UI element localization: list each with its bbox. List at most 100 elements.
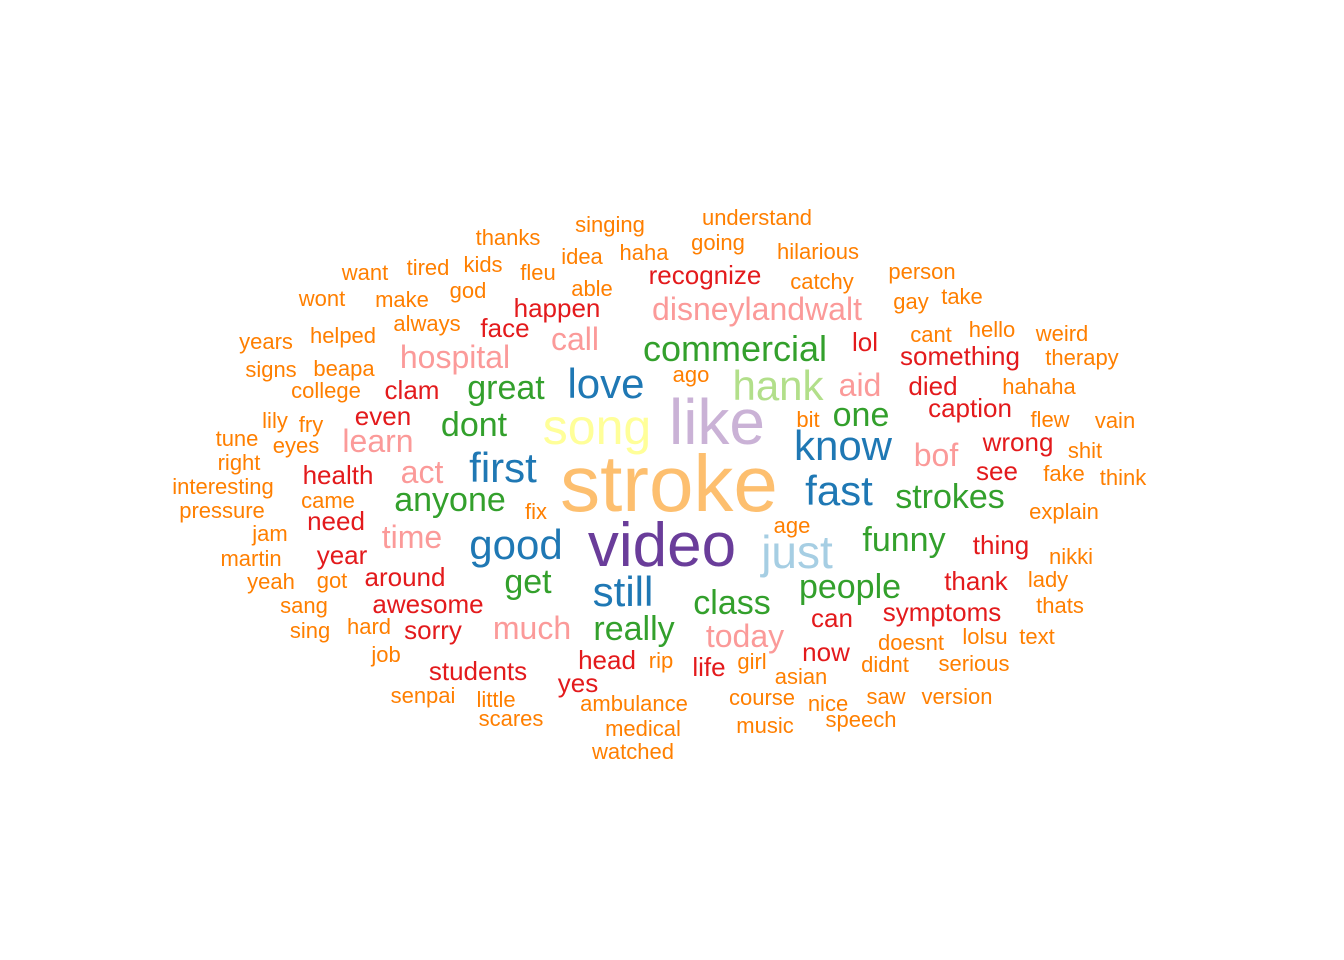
word-flew: flew: [1030, 407, 1070, 432]
word-hank: hank: [732, 362, 824, 409]
word-therapy: therapy: [1045, 345, 1119, 370]
word-video: video: [587, 511, 737, 580]
word-ago: ago: [672, 362, 710, 387]
word-anyone: anyone: [394, 481, 506, 519]
word-thats: thats: [1036, 593, 1084, 618]
word-person: person: [888, 259, 956, 284]
word-doesnt: doesnt: [877, 630, 945, 655]
word-hospital: hospital: [399, 339, 511, 375]
word-clam: clam: [384, 375, 440, 405]
word-fake: fake: [1043, 461, 1085, 486]
word-first: first: [469, 444, 537, 491]
word-helped: helped: [309, 323, 377, 348]
word-vain: vain: [1094, 408, 1136, 433]
word-hello: hello: [968, 317, 1016, 342]
word-funny: funny: [862, 521, 946, 559]
word-song: song: [542, 399, 652, 455]
word-still: still: [592, 568, 654, 615]
word-fast: fast: [805, 467, 873, 514]
word-saw: saw: [866, 684, 906, 709]
word-martin: martin: [220, 546, 282, 571]
word-disneylandwalt: disneylandwalt: [652, 291, 862, 327]
word-jam: jam: [252, 521, 288, 546]
word-fix: fix: [525, 499, 547, 524]
word-sang: sang: [280, 593, 328, 618]
word-college: college: [291, 378, 361, 403]
word-god: god: [449, 278, 487, 303]
word-asian: asian: [774, 664, 828, 689]
word-see: see: [976, 456, 1018, 486]
word-medical: medical: [605, 716, 681, 741]
word-signs: signs: [245, 357, 297, 382]
word-haha: haha: [619, 240, 669, 265]
word-lady: lady: [1027, 567, 1069, 592]
word-hahaha: hahaha: [1002, 374, 1076, 399]
word-think: think: [1099, 465, 1147, 490]
word-kids: kids: [463, 252, 503, 277]
word-yes: yes: [557, 668, 599, 698]
word-bof: bof: [913, 437, 959, 473]
word-yeah: yeah: [247, 569, 295, 594]
word-eyes: eyes: [272, 433, 320, 458]
word-sorry: sorry: [404, 615, 462, 645]
word-life: life: [692, 652, 726, 682]
word-recognize: recognize: [648, 260, 762, 290]
word-came: came: [301, 488, 355, 513]
word-right: right: [217, 450, 261, 475]
word-even: even: [354, 401, 412, 431]
word-time: time: [381, 519, 443, 555]
word-age: age: [773, 513, 811, 538]
word-idea: idea: [561, 244, 603, 269]
word-happen: happen: [513, 293, 601, 323]
word-need: need: [307, 506, 365, 536]
word-pressure: pressure: [179, 498, 265, 523]
word-sing: sing: [289, 618, 331, 643]
word-nice: nice: [807, 691, 849, 716]
word-text: text: [1019, 624, 1055, 649]
word-just: just: [761, 526, 833, 578]
word-fry: fry: [298, 412, 324, 437]
word-interesting: interesting: [172, 474, 274, 499]
word-beapa: beapa: [313, 356, 375, 381]
word-years: years: [239, 329, 293, 354]
word-scares: scares: [478, 706, 544, 731]
word-hilarious: hilarious: [777, 239, 859, 264]
word-year: year: [316, 540, 368, 570]
word-able: able: [571, 276, 613, 301]
word-love: love: [567, 360, 645, 407]
word-watched: watched: [592, 739, 674, 764]
word-speech: speech: [825, 707, 897, 732]
word-understand: understand: [701, 205, 813, 230]
word-dont: dont: [440, 406, 508, 444]
word-weird: weird: [1035, 321, 1089, 346]
word-get: get: [504, 563, 552, 601]
word-ambulance: ambulance: [580, 691, 688, 716]
word-symptoms: symptoms: [882, 597, 1002, 627]
word-lolsu: lolsu: [962, 624, 1008, 649]
word-thanks: thanks: [475, 225, 541, 250]
word-class: class: [693, 584, 771, 622]
word-learn: learn: [342, 423, 414, 459]
word-wont: wont: [298, 286, 346, 311]
word-version: version: [921, 684, 993, 709]
word-thank: thank: [944, 566, 1008, 596]
word-girl: girl: [737, 649, 767, 674]
word-stroke: stroke: [560, 439, 778, 528]
word-face: face: [480, 313, 530, 343]
word-nikki: nikki: [1048, 544, 1094, 569]
word-tired: tired: [406, 255, 450, 280]
word-head: head: [578, 645, 636, 675]
word-gay: gay: [893, 289, 929, 314]
word-job: job: [371, 642, 401, 667]
word-awesome: awesome: [372, 589, 484, 619]
word-aid: aid: [838, 367, 882, 403]
word-lily: lily: [262, 408, 288, 433]
word-caption: caption: [928, 393, 1012, 423]
word-bit: bit: [796, 407, 820, 432]
word-shit: shit: [1067, 438, 1103, 463]
word-today: today: [705, 618, 785, 654]
word-students: students: [428, 656, 528, 686]
word-tune: tune: [215, 426, 259, 451]
word-something: something: [900, 341, 1020, 371]
word-serious: serious: [938, 651, 1010, 676]
